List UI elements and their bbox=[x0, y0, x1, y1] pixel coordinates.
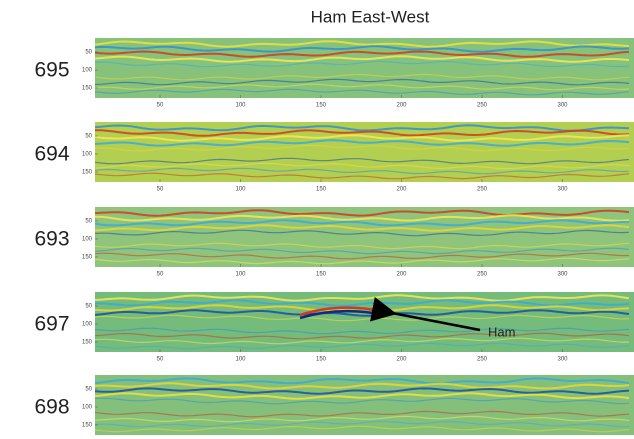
x-tick-label: 50 bbox=[157, 103, 164, 109]
reflector bbox=[94, 382, 630, 390]
reflector bbox=[94, 410, 630, 418]
reflector bbox=[95, 299, 630, 307]
reflector bbox=[94, 73, 630, 81]
x-tick-label: 50 bbox=[157, 357, 164, 363]
x-tick-label: 150 bbox=[316, 357, 327, 363]
x-tick-label: 100 bbox=[235, 272, 246, 278]
panel-label: 698 bbox=[34, 396, 69, 419]
y-tick-label: 50 bbox=[85, 50, 92, 56]
x-tick-label: 200 bbox=[396, 272, 407, 278]
reflector bbox=[94, 342, 630, 350]
reflector bbox=[94, 224, 630, 232]
reflector bbox=[94, 415, 630, 423]
panel-label: 694 bbox=[34, 143, 69, 166]
figure-title: Ham East-West bbox=[311, 7, 430, 26]
y-tick-label: 150 bbox=[82, 255, 93, 261]
panel-label: 695 bbox=[34, 59, 69, 82]
reflector bbox=[94, 392, 630, 400]
y-tick-label: 100 bbox=[82, 68, 93, 74]
reflector bbox=[94, 332, 630, 340]
reflector bbox=[94, 252, 630, 260]
reflector bbox=[94, 60, 630, 68]
reflector bbox=[94, 144, 630, 152]
panel: 693 50 100 150 50 100 150 200 250 300 bbox=[34, 207, 634, 278]
reflector bbox=[94, 294, 630, 302]
reflector bbox=[94, 337, 629, 345]
x-tick-label: 100 bbox=[235, 357, 246, 363]
y-tick-label: 100 bbox=[82, 322, 93, 328]
reflector bbox=[94, 309, 630, 317]
reflector bbox=[94, 134, 630, 142]
x-tick-label: 100 bbox=[235, 187, 246, 193]
panel: 698 50 100 150 bbox=[34, 375, 634, 435]
reflector bbox=[94, 247, 630, 255]
x-tick-label: 200 bbox=[396, 357, 407, 363]
reflector bbox=[94, 209, 630, 217]
x-tick-label: 200 bbox=[396, 103, 407, 109]
reflector bbox=[94, 162, 630, 170]
x-tick-label: 150 bbox=[316, 187, 327, 193]
reflector bbox=[94, 40, 630, 48]
reflector bbox=[94, 124, 630, 132]
reflector bbox=[94, 83, 630, 91]
y-tick-label: 50 bbox=[85, 387, 92, 393]
panel: 695 50 100 150 50 100 150 200 250 300 bbox=[34, 38, 634, 109]
x-tick-label: 250 bbox=[477, 187, 488, 193]
panel-label: 697 bbox=[34, 313, 69, 336]
reflector bbox=[94, 377, 630, 385]
reflector bbox=[95, 129, 630, 137]
x-tick-label: 50 bbox=[157, 272, 164, 278]
reflector bbox=[94, 172, 630, 180]
y-tick-label: 50 bbox=[85, 304, 92, 310]
y-tick-label: 150 bbox=[82, 340, 93, 346]
x-tick-label: 200 bbox=[396, 187, 407, 193]
x-tick-label: 150 bbox=[316, 272, 327, 278]
reflector bbox=[94, 327, 630, 335]
y-tick-label: 100 bbox=[82, 237, 93, 243]
panel-label: 693 bbox=[34, 228, 69, 251]
reflector bbox=[94, 214, 630, 222]
x-tick-label: 300 bbox=[557, 103, 568, 109]
y-tick-label: 50 bbox=[85, 219, 92, 225]
y-tick-label: 150 bbox=[82, 86, 93, 92]
reflector bbox=[94, 78, 630, 86]
reflector bbox=[94, 387, 630, 395]
x-tick-label: 50 bbox=[157, 187, 164, 193]
x-tick-label: 100 bbox=[235, 103, 246, 109]
reflector bbox=[94, 314, 630, 322]
panel: 697 50 100 150 50 100 150 200 250 300 bbox=[34, 292, 634, 363]
y-tick-label: 100 bbox=[82, 152, 93, 158]
annotation-arrow bbox=[369, 296, 481, 332]
x-tick-label: 300 bbox=[557, 357, 568, 363]
y-tick-label: 150 bbox=[82, 423, 93, 429]
y-tick-label: 50 bbox=[85, 134, 92, 140]
reflector bbox=[94, 420, 630, 428]
reflector bbox=[94, 229, 630, 237]
reflector bbox=[94, 242, 630, 250]
annotation-label: Ham bbox=[488, 324, 515, 339]
reflector bbox=[94, 88, 630, 96]
y-tick-label: 100 bbox=[82, 405, 93, 411]
x-tick-label: 300 bbox=[557, 272, 568, 278]
x-tick-label: 250 bbox=[477, 103, 488, 109]
reflector bbox=[94, 157, 630, 165]
reflector bbox=[94, 55, 630, 63]
reflector bbox=[94, 139, 630, 147]
x-tick-label: 250 bbox=[477, 272, 488, 278]
reflector bbox=[94, 50, 630, 58]
x-tick-label: 150 bbox=[316, 103, 327, 109]
y-tick-label: 150 bbox=[82, 170, 93, 176]
x-tick-label: 250 bbox=[477, 357, 488, 363]
x-tick-label: 300 bbox=[557, 187, 568, 193]
reflector bbox=[94, 219, 629, 227]
reflector bbox=[94, 257, 630, 265]
reflector bbox=[94, 45, 630, 53]
reflector bbox=[94, 425, 630, 433]
reflector bbox=[94, 167, 630, 175]
panel: 694 50 100 150 50 100 150 200 250 300 bbox=[34, 122, 634, 193]
reflector bbox=[94, 397, 630, 405]
